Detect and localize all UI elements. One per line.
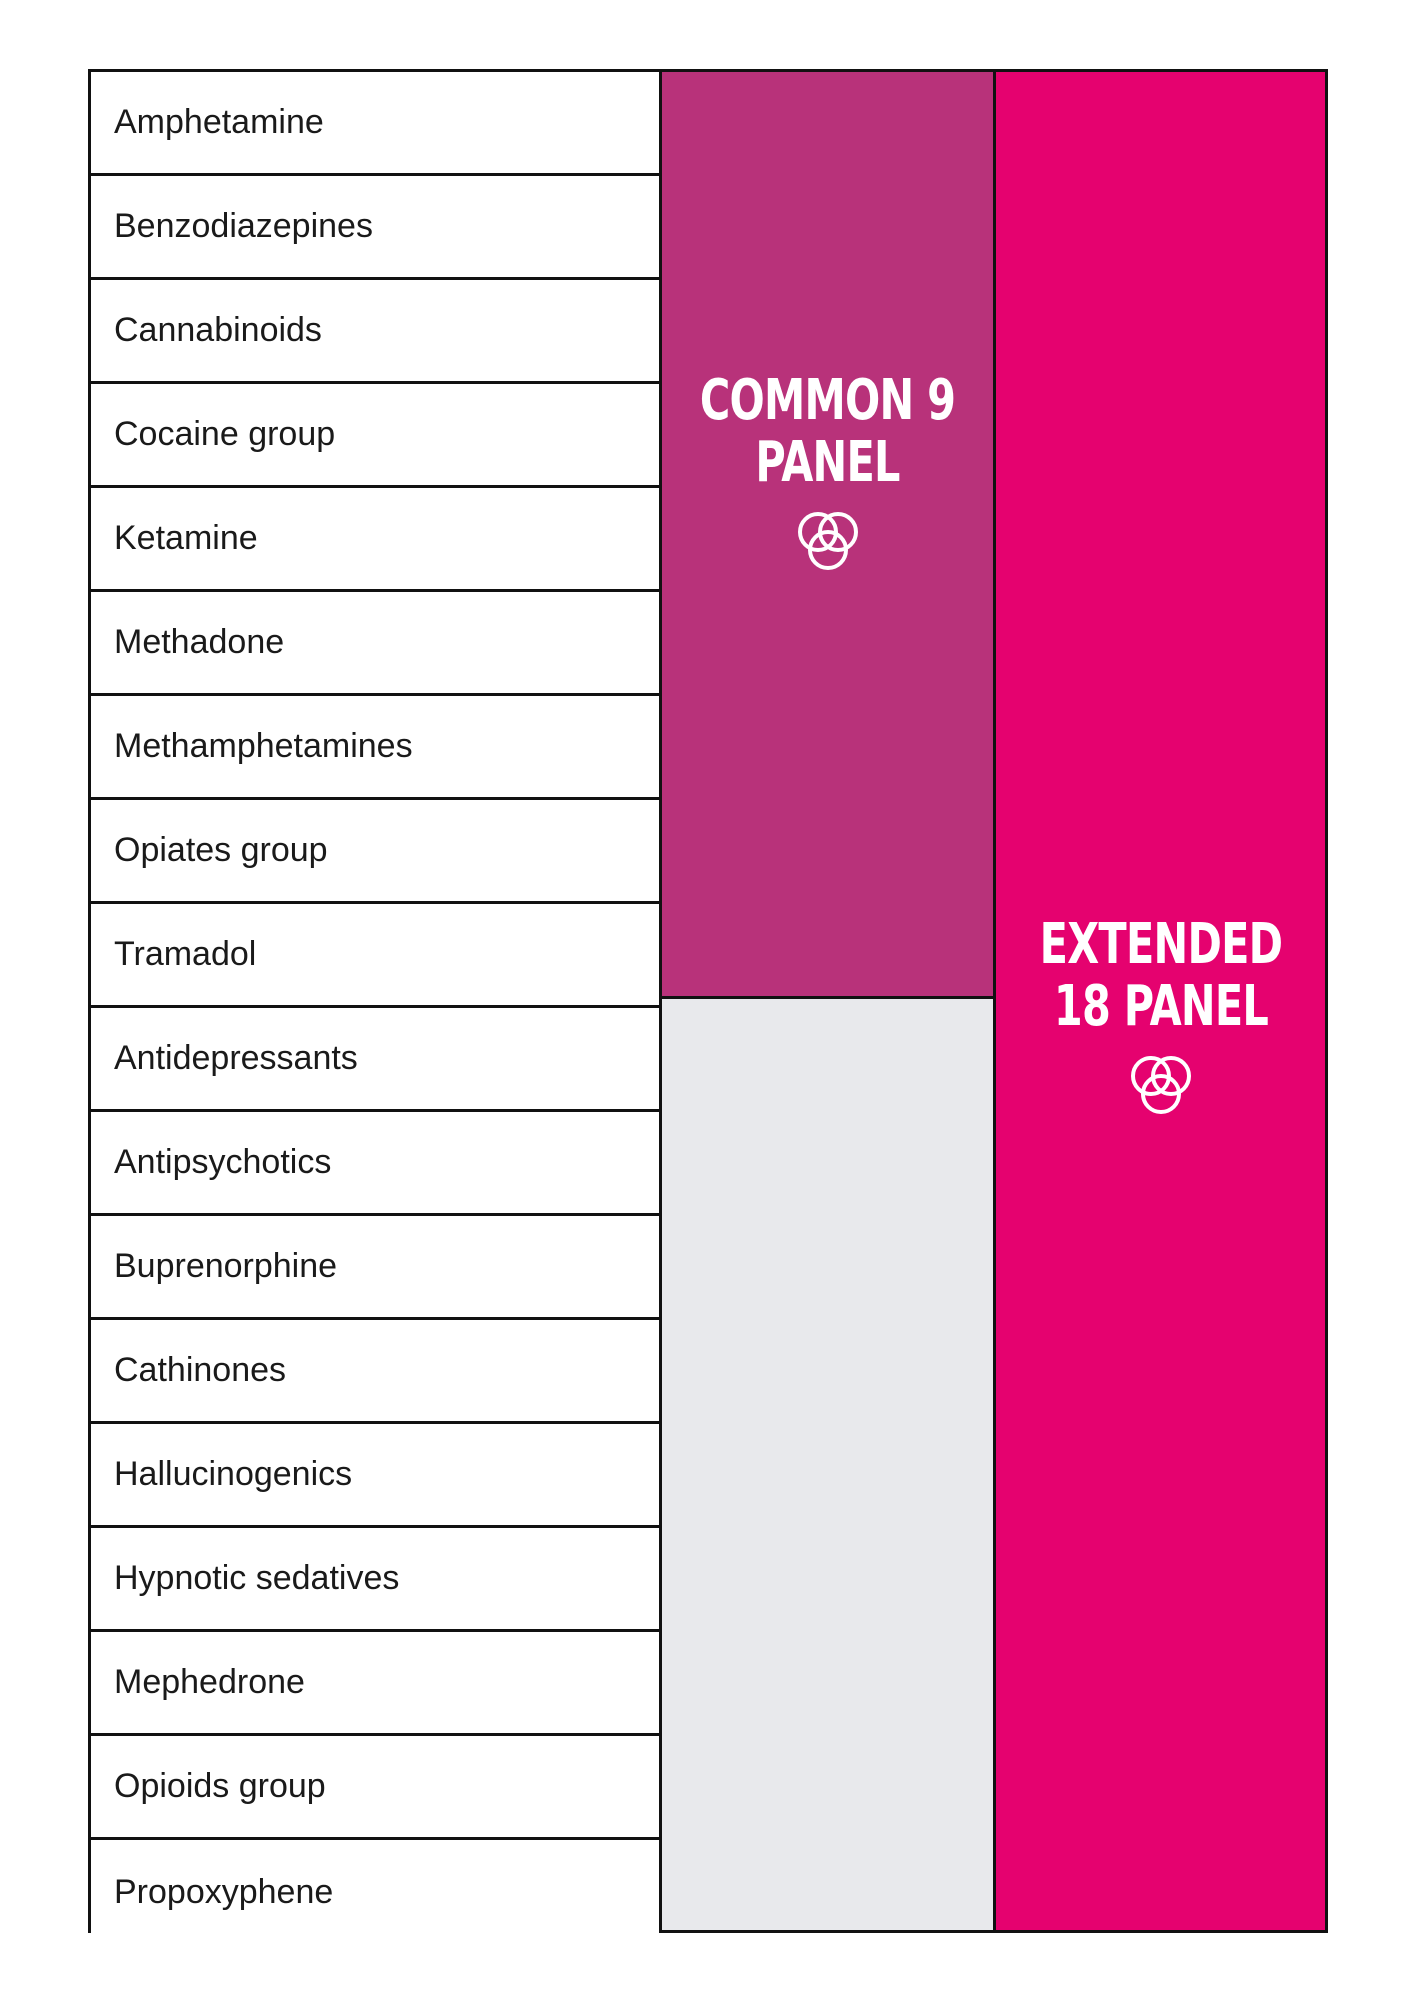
drug-list: Amphetamine Benzodiazepines Cannabinoids Co… <box>91 72 659 1944</box>
three-circles-icon <box>1130 1056 1191 1114</box>
drug-row: Cocaine group <box>91 384 659 488</box>
drug-name: Cocaine group <box>114 415 336 453</box>
drug-name: Hallucinogenics <box>114 1455 353 1493</box>
drug-name: Antipsychotics <box>114 1143 332 1181</box>
drug-row: Hallucinogenics <box>91 1424 659 1528</box>
drug-name: Amphetamine <box>114 103 324 141</box>
common-panel-empty-area <box>662 999 993 1930</box>
extended-panel-title-line2: 18 PANEL <box>1053 974 1268 1039</box>
drug-row: Ketamine <box>91 488 659 592</box>
drug-row: Hypnotic sedatives <box>91 1528 659 1632</box>
drug-row: Antipsychotics <box>91 1112 659 1216</box>
drug-name: Methamphetamines <box>114 727 413 765</box>
column-divider <box>993 72 996 1930</box>
drug-name: Tramadol <box>114 935 257 973</box>
drug-row: Opioids group <box>91 1736 659 1840</box>
column-divider <box>659 72 662 1930</box>
drug-name: Benzodiazepines <box>114 207 373 245</box>
drug-row: Cannabinoids <box>91 280 659 384</box>
drug-row: Propoxyphene <box>91 1840 659 1944</box>
drug-name: Mephedrone <box>114 1663 305 1701</box>
drug-row: Tramadol <box>91 904 659 1008</box>
drug-name: Methadone <box>114 623 285 661</box>
three-circles-icon <box>797 512 858 570</box>
drug-name: Opioids group <box>114 1767 326 1805</box>
drug-name: Opiates group <box>114 831 328 869</box>
common-9-panel-block: COMMON 9 PANEL <box>662 72 993 999</box>
common-panel-title-line1: COMMON 9 <box>699 368 956 433</box>
drug-row: Amphetamine <box>91 72 659 176</box>
drug-row: Methamphetamines <box>91 696 659 800</box>
drug-row: Methadone <box>91 592 659 696</box>
drug-name: Buprenorphine <box>114 1247 338 1285</box>
drug-name: Antidepressants <box>114 1039 358 1077</box>
common-panel-title-line2: PANEL <box>755 430 900 495</box>
drug-row: Benzodiazepines <box>91 176 659 280</box>
drug-row: Opiates group <box>91 800 659 904</box>
drug-name: Ketamine <box>114 519 258 557</box>
drug-row: Antidepressants <box>91 1008 659 1112</box>
drug-name: Hypnotic sedatives <box>114 1559 400 1597</box>
extended-18-panel-block: EXTENDED 18 PANEL <box>996 72 1325 1930</box>
drug-row: Mephedrone <box>91 1632 659 1736</box>
common-panel-title: COMMON 9 PANEL <box>699 368 956 495</box>
drug-panel-table: Amphetamine Benzodiazepines Cannabinoids Co… <box>88 69 1328 1944</box>
drug-row: Cathinones <box>91 1320 659 1424</box>
drug-row: Buprenorphine <box>91 1216 659 1320</box>
extended-panel-title-line1: EXTENDED <box>1039 912 1282 977</box>
drug-name: Cannabinoids <box>114 311 322 349</box>
extended-panel-title: EXTENDED 18 PANEL <box>1039 914 1282 1038</box>
drug-name: Propoxyphene <box>114 1872 334 1911</box>
drug-name: Cathinones <box>114 1351 287 1389</box>
